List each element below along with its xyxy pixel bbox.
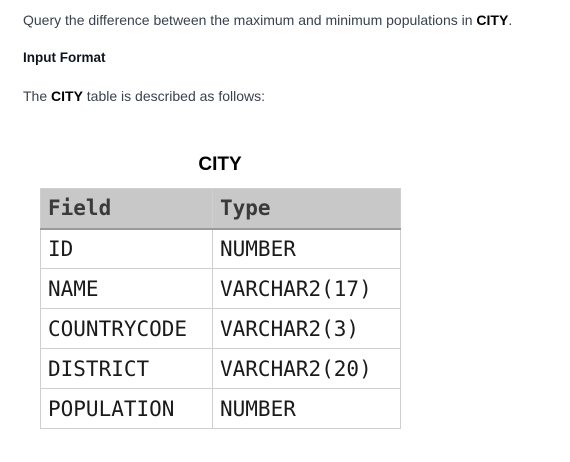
header-type: Type bbox=[212, 188, 401, 230]
table-description: The CITY table is described as follows: bbox=[23, 88, 265, 104]
type-cell: VARCHAR2(3) bbox=[212, 308, 401, 349]
type-cell: NUMBER bbox=[212, 228, 401, 269]
type-cell: VARCHAR2(17) bbox=[212, 268, 401, 309]
table-row: POPULATION NUMBER bbox=[40, 388, 401, 429]
problem-statement: Query the difference between the maximum… bbox=[23, 12, 512, 28]
table-row: NAME VARCHAR2(17) bbox=[40, 268, 401, 309]
field-cell: DISTRICT bbox=[40, 348, 213, 389]
field-cell: POPULATION bbox=[40, 388, 213, 429]
field-cell: COUNTRYCODE bbox=[40, 308, 213, 349]
field-cell: ID bbox=[40, 228, 213, 269]
problem-table-name: CITY bbox=[476, 12, 509, 28]
input-format-heading: Input Format bbox=[23, 50, 106, 65]
table-row: COUNTRYCODE VARCHAR2(3) bbox=[40, 308, 401, 349]
header-field: Field bbox=[40, 188, 213, 230]
table-title: CITY bbox=[198, 154, 242, 175]
table-header-row: Field Type bbox=[40, 188, 401, 230]
desc-suffix: table is described as follows: bbox=[82, 88, 265, 104]
city-schema-table: Field Type ID NUMBER NAME VARCHAR2(17) C… bbox=[40, 188, 401, 429]
table-row: DISTRICT VARCHAR2(20) bbox=[40, 348, 401, 389]
desc-table-name: CITY bbox=[51, 88, 83, 104]
type-cell: VARCHAR2(20) bbox=[212, 348, 401, 389]
table-row: ID NUMBER bbox=[40, 228, 401, 269]
desc-prefix: The bbox=[23, 88, 52, 104]
type-cell: NUMBER bbox=[212, 388, 401, 429]
problem-text: Query the difference between the maximum… bbox=[23, 12, 477, 28]
problem-period: . bbox=[508, 12, 513, 28]
field-cell: NAME bbox=[40, 268, 213, 309]
